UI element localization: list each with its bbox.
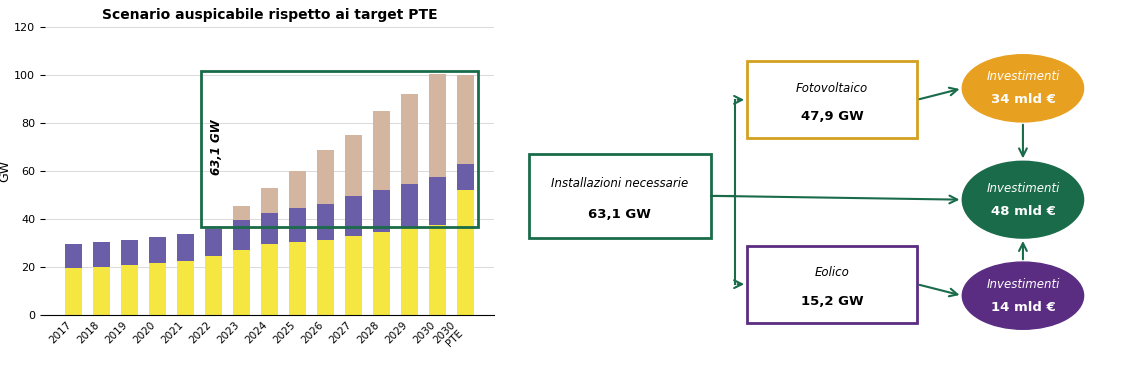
Bar [345,236,362,315]
Bar [65,268,82,315]
Y-axis label: GW: GW [0,160,11,182]
Bar [206,226,222,229]
Bar [289,208,305,242]
Bar [262,213,277,244]
Bar [262,244,277,315]
Bar [201,71,478,227]
Text: Investimenti: Investimenti [986,70,1060,83]
Bar [289,242,305,315]
Bar [429,74,446,177]
Bar [457,190,474,315]
Bar [317,150,334,204]
Bar [121,265,138,315]
Text: 48 mld €: 48 mld € [990,205,1056,218]
Text: 15,2 GW: 15,2 GW [801,295,864,308]
Text: 63,1 GW: 63,1 GW [210,119,222,175]
FancyBboxPatch shape [529,154,711,238]
Bar [177,261,194,315]
Text: 47,9 GW: 47,9 GW [801,110,864,123]
Bar [206,257,222,315]
Bar [373,232,390,315]
Text: Eolico: Eolico [814,266,849,279]
Text: Investimenti: Investimenti [986,182,1060,195]
Bar [234,207,250,220]
Text: 14 mld €: 14 mld € [990,301,1056,314]
Bar [289,171,305,208]
Bar [149,237,166,263]
Bar [317,204,334,240]
Bar [262,188,277,213]
Bar [429,177,446,225]
FancyBboxPatch shape [747,246,916,323]
Title: Scenario auspicabile rispetto ai target PTE: Scenario auspicabile rispetto ai target … [102,8,437,22]
Bar [93,266,110,315]
Bar [206,229,222,257]
Ellipse shape [962,161,1084,238]
Bar [373,190,390,232]
Text: Installazioni necessarie: Installazioni necessarie [551,177,688,190]
Bar [234,220,250,250]
Bar [177,234,194,261]
Bar [234,250,250,315]
Bar [93,242,110,266]
Bar [401,94,418,184]
FancyBboxPatch shape [747,61,916,138]
Ellipse shape [962,262,1084,329]
Text: Investimenti: Investimenti [986,278,1060,291]
Bar [317,240,334,315]
Bar [345,196,362,236]
Bar [401,184,418,228]
Bar [429,225,446,315]
Bar [345,135,362,196]
Ellipse shape [962,55,1084,122]
Bar [457,75,474,164]
Bar [149,263,166,315]
Bar [401,228,418,315]
Bar [121,240,138,265]
Bar [457,164,474,190]
Bar [373,111,390,190]
Bar [65,244,82,268]
Text: Fotovoltaico: Fotovoltaico [796,82,868,95]
Text: 63,1 GW: 63,1 GW [588,208,651,221]
Text: 34 mld €: 34 mld € [990,93,1056,106]
